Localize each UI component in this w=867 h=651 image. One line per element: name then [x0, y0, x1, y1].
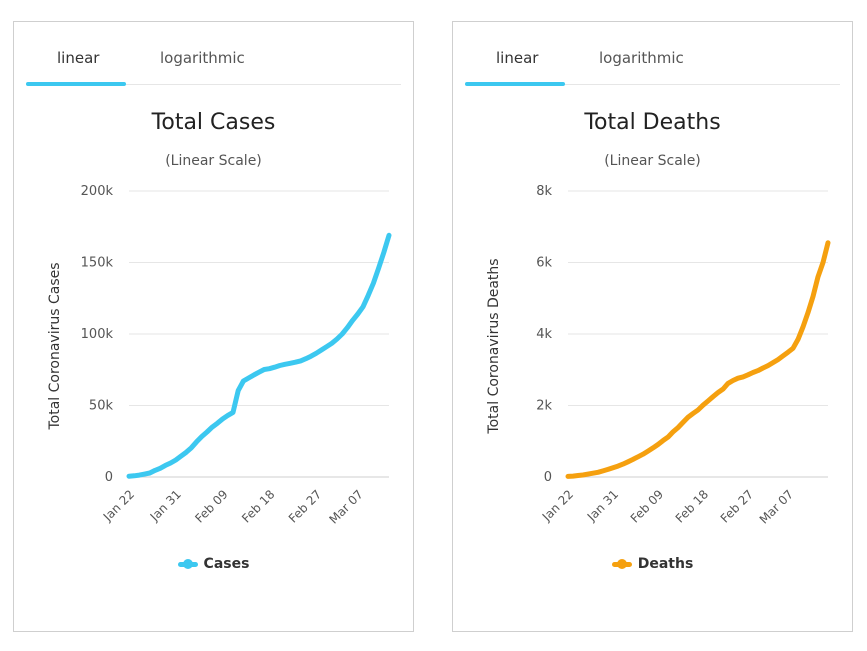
- y-tick-label: 4k: [536, 327, 552, 342]
- x-tick-label: Feb 09: [192, 487, 230, 525]
- deaths-plot: 0 2k 4k 6k 8k Jan 22 Jan 31 Feb 09 Feb 18 Feb 27 M…: [486, 184, 831, 527]
- y-tick-label: 200k: [81, 184, 114, 199]
- active-tab-indicator: [26, 82, 126, 86]
- tab-linear[interactable]: linear: [496, 49, 539, 67]
- legend-item-cases[interactable]: Cases: [14, 556, 413, 572]
- active-tab-indicator: [465, 82, 565, 86]
- series-line-deaths[interactable]: [565, 240, 831, 479]
- x-tick-label: Feb 18: [673, 487, 711, 525]
- x-tick-label: Feb 27: [286, 487, 324, 525]
- y-tick-label: 2k: [536, 399, 552, 414]
- y-axis-label: Total Coronavirus Cases: [47, 262, 63, 430]
- x-tick-label: Feb 18: [239, 487, 277, 525]
- legend-swatch: [177, 558, 198, 569]
- scale-tabs: linear logarithmic: [465, 22, 840, 86]
- x-tick-label: Feb 09: [628, 487, 666, 525]
- tab-logarithmic[interactable]: logarithmic: [599, 49, 684, 67]
- legend-item-deaths[interactable]: Deaths: [453, 556, 852, 572]
- legend-label: Deaths: [637, 556, 694, 572]
- chart-subtitle: (Linear Scale): [165, 153, 262, 169]
- cases-plot: 0 50k 100k 150k 200k Jan 22 Jan 31 Feb 09 Feb 18…: [47, 184, 392, 527]
- deaths-chart-panel: linear logarithmic Total Deaths (Linear …: [452, 21, 853, 632]
- y-tick-label: 50k: [89, 399, 114, 414]
- chart-title: Total Cases: [151, 110, 276, 135]
- y-tick-label: 6k: [536, 256, 552, 271]
- x-tick-label: Feb 27: [718, 487, 756, 525]
- x-tick-label: Mar 07: [327, 487, 366, 526]
- y-tick-label: 150k: [81, 256, 114, 271]
- y-tick-label: 0: [544, 470, 552, 485]
- x-tick-label: Jan 22: [100, 487, 137, 524]
- legend-label: Cases: [203, 556, 250, 572]
- scale-tabs: linear logarithmic: [26, 22, 401, 86]
- tab-linear[interactable]: linear: [57, 49, 100, 67]
- tab-logarithmic[interactable]: logarithmic: [160, 49, 245, 67]
- y-tick-label: 100k: [81, 327, 114, 342]
- y-axis-label: Total Coronavirus Deaths: [486, 258, 502, 434]
- x-tick-label: Mar 07: [757, 487, 796, 526]
- x-tick-label: Jan 31: [147, 487, 184, 524]
- legend-swatch: [611, 558, 632, 569]
- y-tick-label: 0: [105, 470, 113, 485]
- x-tick-label: Jan 31: [584, 487, 621, 524]
- y-tick-label: 8k: [536, 184, 552, 199]
- chart-subtitle: (Linear Scale): [604, 153, 701, 169]
- cases-chart-panel: linear logarithmic Total Cases (Linear S…: [13, 21, 414, 632]
- chart-title: Total Deaths: [584, 110, 721, 135]
- series-line-cases[interactable]: [126, 232, 392, 479]
- x-tick-label: Jan 22: [539, 487, 576, 524]
